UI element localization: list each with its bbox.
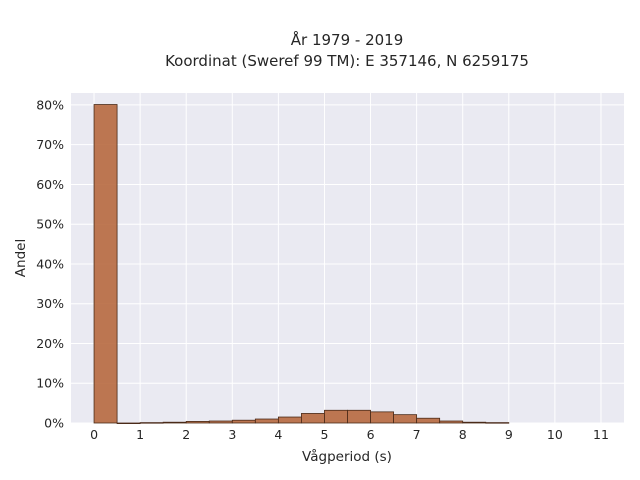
histogram-bar <box>139 422 164 424</box>
y-tick-label: 20% <box>36 336 64 351</box>
histogram-bar <box>162 421 187 424</box>
y-tick-label: 0% <box>44 416 64 431</box>
x-tick-label: 3 <box>228 427 236 442</box>
histogram-bar <box>301 413 325 424</box>
histogram-bar <box>277 416 302 424</box>
plot-area <box>71 93 624 423</box>
histogram-bar <box>93 104 118 424</box>
x-tick-label: 10 <box>547 427 563 442</box>
y-axis-ticks: 0% 10% 20% 30% 40% 50% 60% 70% 80% <box>36 97 64 430</box>
histogram-bar <box>185 421 210 424</box>
x-tick-label: 4 <box>274 427 282 442</box>
histogram-bar <box>462 421 487 424</box>
y-tick-label: 70% <box>36 137 64 152</box>
y-tick-label: 10% <box>36 376 64 391</box>
x-tick-label: 5 <box>320 427 328 442</box>
x-axis-ticks: 0 1 2 3 4 5 6 7 8 9 10 11 <box>90 427 609 442</box>
chart-title-line: År 1979 - 2019 <box>291 30 404 49</box>
histogram-bar <box>116 422 141 425</box>
histogram-bar <box>485 422 510 424</box>
y-tick-label: 60% <box>36 177 64 192</box>
chart-title: År 1979 - 2019 Koordinat (Sweref 99 TM): … <box>165 30 529 70</box>
x-tick-label: 0 <box>90 427 98 442</box>
x-tick-label: 7 <box>413 427 421 442</box>
x-tick-label: 1 <box>136 427 144 442</box>
x-tick-label: 8 <box>459 427 467 442</box>
histogram-bar <box>254 418 279 424</box>
histogram-bars <box>93 104 510 425</box>
x-tick-label: 9 <box>505 427 513 442</box>
x-axis-label: Vågperiod (s) <box>302 448 392 465</box>
x-tick-label: 2 <box>182 427 190 442</box>
histogram-bar <box>439 420 464 424</box>
y-tick-label: 80% <box>36 97 64 112</box>
y-tick-label: 40% <box>36 256 64 271</box>
x-tick-label: 11 <box>593 427 609 442</box>
y-tick-label: 50% <box>36 217 64 232</box>
y-axis-label: Andel <box>13 239 29 277</box>
histogram-bar <box>347 409 371 424</box>
chart-title-line: Koordinat (Sweref 99 TM): E 357146, N 62… <box>165 52 529 70</box>
histogram-bar <box>370 411 394 424</box>
histogram-bar <box>416 417 441 424</box>
histogram-bar <box>231 419 256 424</box>
histogram-bar <box>324 409 348 424</box>
histogram-bar <box>208 420 233 424</box>
y-tick-label: 30% <box>36 296 64 311</box>
histogram-bar <box>393 414 418 424</box>
x-tick-label: 6 <box>367 427 375 442</box>
